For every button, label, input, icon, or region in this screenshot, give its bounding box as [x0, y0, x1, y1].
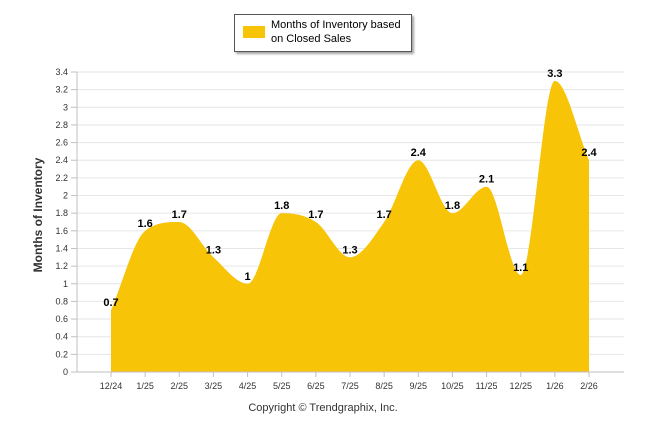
x-tick-label: 12/24 [100, 381, 123, 391]
data-labels: 0.7 1.6 1.7 1.3 1 1.8 1.7 1.3 1.7 2.4 1.8 2.1 1.1 3.3… [103, 68, 597, 309]
y-tick-label: 0.4 [55, 332, 68, 342]
data-label: 2.4 [581, 147, 597, 159]
y-tick-label: 1.2 [55, 261, 68, 271]
x-tick-label: 4/25 [239, 381, 257, 391]
x-tick-label: 1/25 [136, 381, 154, 391]
axes [76, 72, 624, 377]
data-label: 1 [245, 271, 251, 283]
y-tick-label: 3 [63, 102, 68, 112]
data-label: 1.8 [445, 200, 460, 212]
y-tick-labels: 0 0.2 0.4 0.6 0.8 1 1.2 1.4 1.6 1.8 2 2.2 2.4 2.6 2.8 3… [55, 67, 68, 377]
x-tick-label: 3/25 [205, 381, 223, 391]
x-tick-label: 2/25 [171, 381, 189, 391]
legend-swatch [243, 26, 265, 38]
y-tick-label: 0.8 [55, 296, 68, 306]
y-tick-label: 0.2 [55, 349, 68, 359]
legend-label: Months of Inventory based on Closed Sale… [271, 19, 401, 45]
y-tick-label: 2 [63, 191, 68, 201]
y-tick-label: 2.4 [55, 155, 68, 165]
x-tick-label: 7/25 [341, 381, 359, 391]
data-label: 1.1 [513, 262, 528, 274]
x-tick-label: 10/25 [441, 381, 464, 391]
x-tick-label: 5/25 [273, 381, 291, 391]
y-tick-label: 0.6 [55, 314, 68, 324]
y-tick-label: 1.4 [55, 243, 68, 253]
y-tick-label: 1.8 [55, 208, 68, 218]
x-tick-labels: 12/24 1/25 2/25 3/25 4/25 5/25 6/25 7/25 8/25 9/2… [100, 381, 598, 391]
x-tick-label: 6/25 [307, 381, 325, 391]
x-tick-label: 12/25 [509, 381, 532, 391]
copyright-text: Copyright © Trendgraphix, Inc. [248, 402, 398, 414]
y-tick-label: 2.6 [55, 138, 68, 148]
y-tick-label: 3.2 [55, 85, 68, 95]
data-label: 2.4 [411, 147, 427, 159]
area-series [111, 80, 589, 372]
x-tick-label: 11/25 [476, 381, 498, 391]
x-tick-label: 1/26 [546, 381, 564, 391]
data-label: 0.7 [103, 297, 118, 309]
data-label: 1.8 [274, 200, 289, 212]
x-tick-label: 9/25 [410, 381, 428, 391]
y-tick-label: 1 [63, 279, 68, 289]
data-label: 1.7 [308, 209, 323, 221]
data-label: 1.7 [172, 209, 187, 221]
data-label: 2.1 [479, 174, 494, 186]
data-label: 1.6 [137, 218, 152, 230]
y-tick-label: 1.6 [55, 226, 68, 236]
y-tick-label: 3.4 [55, 67, 68, 77]
x-tick-label: 2/26 [580, 381, 598, 391]
y-tick-label: 2.2 [55, 173, 68, 183]
x-tick-label: 8/25 [375, 381, 393, 391]
legend: Months of Inventory based on Closed Sale… [234, 14, 412, 52]
data-label: 1.3 [206, 244, 221, 256]
data-label: 1.7 [376, 209, 391, 221]
y-tick-label: 2.8 [55, 120, 68, 130]
y-tick-label: 0 [63, 367, 68, 377]
area-fill [111, 80, 589, 372]
data-label: 3.3 [547, 68, 562, 80]
y-axis-label: Months of Inventory [31, 157, 45, 273]
data-label: 1.3 [342, 244, 357, 256]
